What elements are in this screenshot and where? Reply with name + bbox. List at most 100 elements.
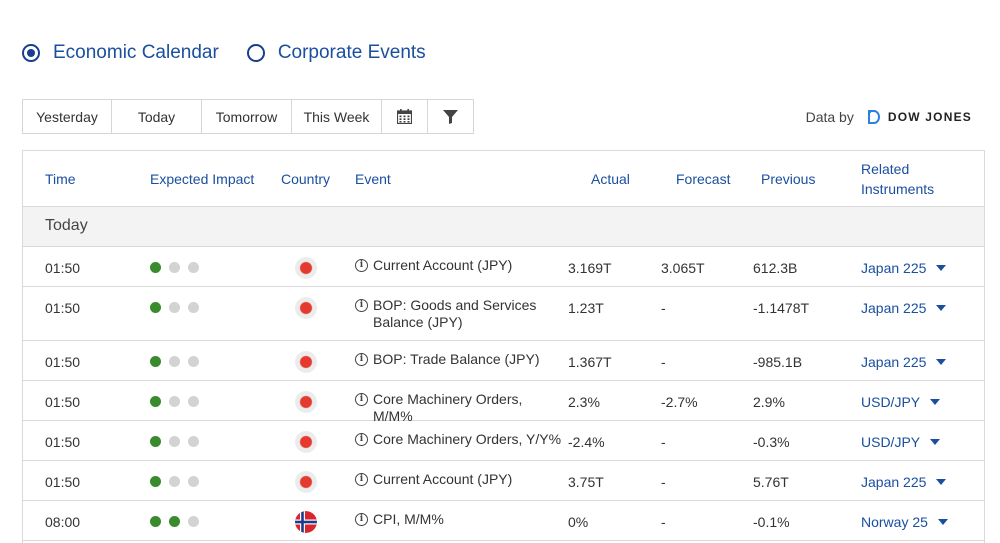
impact-dot-icon — [188, 262, 199, 273]
yesterday-button[interactable]: Yesterday — [22, 99, 112, 134]
norway-flag-icon — [295, 511, 317, 533]
table-row[interactable]: 01:50 i Core Machinery Orders, Y/Y% -2.4% - -… — [23, 421, 984, 461]
economic-calendar-table: Time Expected Impact Country Event Actua… — [22, 150, 985, 543]
info-icon[interactable]: i — [355, 353, 368, 366]
row-impact — [150, 436, 207, 447]
corporate-events-label: Corporate Events — [277, 42, 426, 63]
info-icon[interactable]: i — [355, 513, 368, 526]
impact-dot-icon — [188, 516, 199, 527]
impact-dot-icon — [169, 262, 180, 273]
row-actual: 3.75T — [568, 474, 604, 490]
caret-down-icon — [936, 305, 947, 311]
info-icon[interactable]: i — [355, 473, 368, 486]
header-time[interactable]: Time — [45, 171, 76, 187]
row-forecast: - — [661, 474, 666, 490]
table-row[interactable]: 08:00 i CPI, M/M% 0% - -0.1% Norway 25 — [23, 501, 984, 541]
table-body: 01:50 i Current Account (JPY) 3.169T 3.065T 6… — [23, 247, 984, 541]
event-name: Current Account (JPY) — [373, 257, 513, 273]
row-previous: -0.3% — [753, 434, 790, 450]
filter-button[interactable] — [428, 99, 474, 134]
related-instrument-label: Japan 225 — [861, 354, 927, 370]
impact-dot-icon — [188, 476, 199, 487]
table-row[interactable]: 01:50 i Current Account (JPY) 3.169T 3.065T 6… — [23, 247, 984, 287]
related-instrument-dropdown[interactable]: Japan 225 — [861, 474, 947, 490]
row-event[interactable]: i BOP: Trade Balance (JPY) — [355, 351, 563, 368]
economic-calendar-radio[interactable]: Economic Calendar — [22, 42, 219, 64]
related-instrument-dropdown[interactable]: USD/JPY — [861, 434, 941, 450]
header-forecast[interactable]: Forecast — [676, 171, 731, 187]
info-icon[interactable]: i — [355, 259, 368, 272]
header-event[interactable]: Event — [355, 171, 391, 187]
related-instrument-label: Norway 25 — [861, 514, 928, 530]
row-time: 01:50 — [45, 354, 81, 370]
this-week-button[interactable]: This Week — [292, 99, 382, 134]
row-event[interactable]: i Core Machinery Orders, Y/Y% — [355, 431, 563, 448]
today-button[interactable]: Today — [112, 99, 202, 134]
table-row[interactable]: 01:50 i Core Machinery Orders, M/M% 2.3% -2.… — [23, 381, 984, 424]
caret-down-icon — [930, 399, 941, 405]
row-event[interactable]: i Core Machinery Orders, M/M% — [355, 391, 563, 425]
table-row[interactable]: 01:50 i BOP: Goods and Services Balance (J… — [23, 287, 984, 341]
header-expected-impact[interactable]: Expected Impact — [150, 171, 255, 187]
japan-flag-icon — [295, 257, 317, 279]
impact-dot-icon — [188, 302, 199, 313]
related-instrument-dropdown[interactable]: Norway 25 — [861, 514, 948, 530]
calendar-type-radio-group: Economic Calendar Corporate Events — [22, 42, 454, 64]
row-time: 01:50 — [45, 260, 81, 276]
impact-dot-icon — [169, 476, 180, 487]
impact-dot-icon — [150, 516, 161, 527]
related-instrument-label: Japan 225 — [861, 260, 927, 276]
group-label: Today — [45, 217, 88, 234]
event-name: Current Account (JPY) — [373, 471, 513, 487]
economic-calendar-label: Economic Calendar — [53, 42, 219, 63]
related-instrument-label: Japan 225 — [861, 474, 927, 490]
table-row[interactable]: 01:50 i BOP: Trade Balance (JPY) 1.367T - -98… — [23, 341, 984, 381]
row-event[interactable]: i Current Account (JPY) — [355, 257, 563, 274]
row-event[interactable]: i CPI, M/M% — [355, 511, 563, 528]
row-previous: -0.1% — [753, 514, 790, 530]
related-instrument-label: USD/JPY — [861, 434, 921, 450]
related-instrument-dropdown[interactable]: Japan 225 — [861, 260, 947, 276]
header-country[interactable]: Country — [281, 171, 331, 187]
info-icon[interactable]: i — [355, 299, 368, 312]
impact-dot-icon — [188, 436, 199, 447]
table-row[interactable]: 01:50 i Current Account (JPY) 3.75T - 5.76T Ja… — [23, 461, 984, 501]
japan-flag-icon — [295, 297, 317, 319]
info-icon[interactable]: i — [355, 393, 368, 406]
japan-flag-icon — [295, 431, 317, 453]
row-event[interactable]: i BOP: Goods and Services Balance (JPY) — [355, 297, 563, 331]
event-name: BOP: Goods and Services Balance (JPY) — [373, 297, 537, 330]
calendar-button[interactable] — [382, 99, 428, 134]
info-icon[interactable]: i — [355, 433, 368, 446]
header-related-instruments[interactable]: Related Instruments — [861, 151, 934, 207]
related-instrument-dropdown[interactable]: USD/JPY — [861, 394, 941, 410]
row-time: 01:50 — [45, 434, 81, 450]
event-name: CPI, M/M% — [373, 511, 444, 527]
related-instrument-dropdown[interactable]: Japan 225 — [861, 300, 947, 316]
corporate-events-radio[interactable]: Corporate Events — [246, 42, 426, 64]
row-previous: 5.76T — [753, 474, 789, 490]
row-event[interactable]: i Current Account (JPY) — [355, 471, 563, 488]
data-provider: Data by DOW JONES — [806, 109, 972, 125]
impact-dot-icon — [150, 356, 161, 367]
row-forecast: - — [661, 300, 666, 316]
radio-checked-icon — [22, 44, 40, 62]
header-previous[interactable]: Previous — [761, 171, 816, 187]
impact-dot-icon — [150, 476, 161, 487]
radio-unchecked-icon — [246, 44, 265, 62]
row-actual: 1.23T — [568, 300, 604, 316]
filter-icon — [443, 109, 458, 124]
japan-flag-icon — [295, 471, 317, 493]
tomorrow-button[interactable]: Tomorrow — [202, 99, 292, 134]
row-time: 01:50 — [45, 300, 81, 316]
impact-dot-icon — [169, 516, 180, 527]
event-name: Core Machinery Orders, M/M% — [373, 391, 523, 424]
impact-dot-icon — [169, 396, 180, 407]
caret-down-icon — [936, 265, 947, 271]
row-impact — [150, 516, 207, 527]
row-time: 01:50 — [45, 474, 81, 490]
related-instrument-dropdown[interactable]: Japan 225 — [861, 354, 947, 370]
impact-dot-icon — [150, 396, 161, 407]
header-actual[interactable]: Actual — [591, 171, 630, 187]
japan-flag-icon — [295, 391, 317, 413]
